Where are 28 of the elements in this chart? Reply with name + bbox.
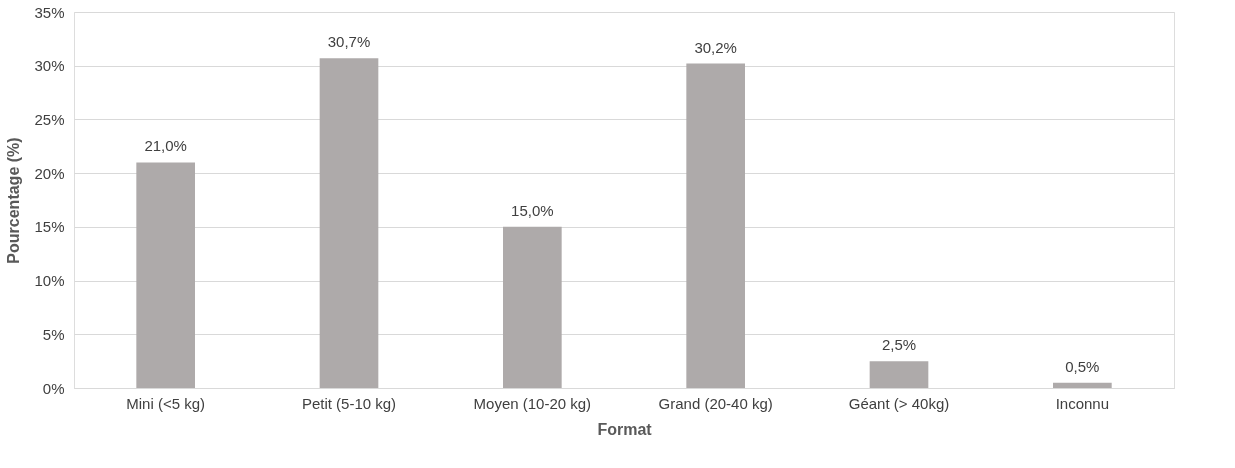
bar [319,58,379,388]
x-tick-label: Inconnu [1055,394,1110,412]
bar [869,361,929,388]
x-tick-label: Petit (5-10 kg) [301,394,397,412]
x-axis-title: Format [597,420,653,438]
y-tick-label: 15% [34,218,65,236]
y-tick-label: 25% [34,110,65,128]
data-label: 30,7% [327,33,371,51]
y-tick-label: 30% [34,57,65,75]
y-tick-label: 0% [42,379,65,397]
data-label: 15,0% [511,201,554,219]
y-tick-label: 10% [34,272,65,290]
data-label: 0,5% [1065,357,1100,375]
data-label: 2,5% [881,336,917,354]
data-label: 21,0% [144,137,187,155]
y-tick-label: 20% [34,164,65,182]
x-tick-label: Mini (<5 kg) [126,394,206,412]
data-label: 30,2% [694,38,737,56]
bar [1053,382,1112,388]
y-axis-title: Pourcentage (%) [5,137,23,264]
x-tick-label: Géant (> 40kg) [848,394,950,412]
x-tick-label: Grand (20-40 kg) [658,394,773,412]
bar [686,63,745,388]
y-tick-label: 5% [42,325,65,343]
x-tick-label: Moyen (10-20 kg) [473,394,592,412]
y-tick-label: 35% [34,3,65,21]
bar [136,162,195,388]
bar [503,226,562,388]
